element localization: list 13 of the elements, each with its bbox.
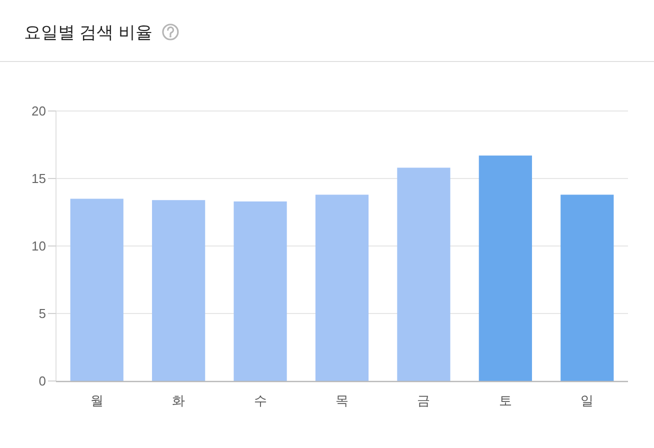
x-tick-label: 월 bbox=[90, 393, 104, 408]
x-tick-label: 화 bbox=[172, 393, 186, 408]
x-tick-label: 일 bbox=[580, 393, 594, 408]
x-tick-label: 토 bbox=[498, 393, 512, 408]
y-tick-label: 10 bbox=[32, 238, 46, 254]
x-tick-label: 목 bbox=[336, 393, 348, 408]
y-tick-label: 15 bbox=[32, 171, 46, 186]
x-tick-label: 수 bbox=[254, 393, 267, 408]
y-tick-label: 0 bbox=[38, 374, 46, 388]
chart-title: 요일별 검색 비율 bbox=[24, 23, 152, 42]
x-tick-label: 금 bbox=[417, 393, 430, 408]
y-tick-label: 5 bbox=[38, 306, 46, 321]
y-tick-label: 20 bbox=[32, 104, 46, 118]
